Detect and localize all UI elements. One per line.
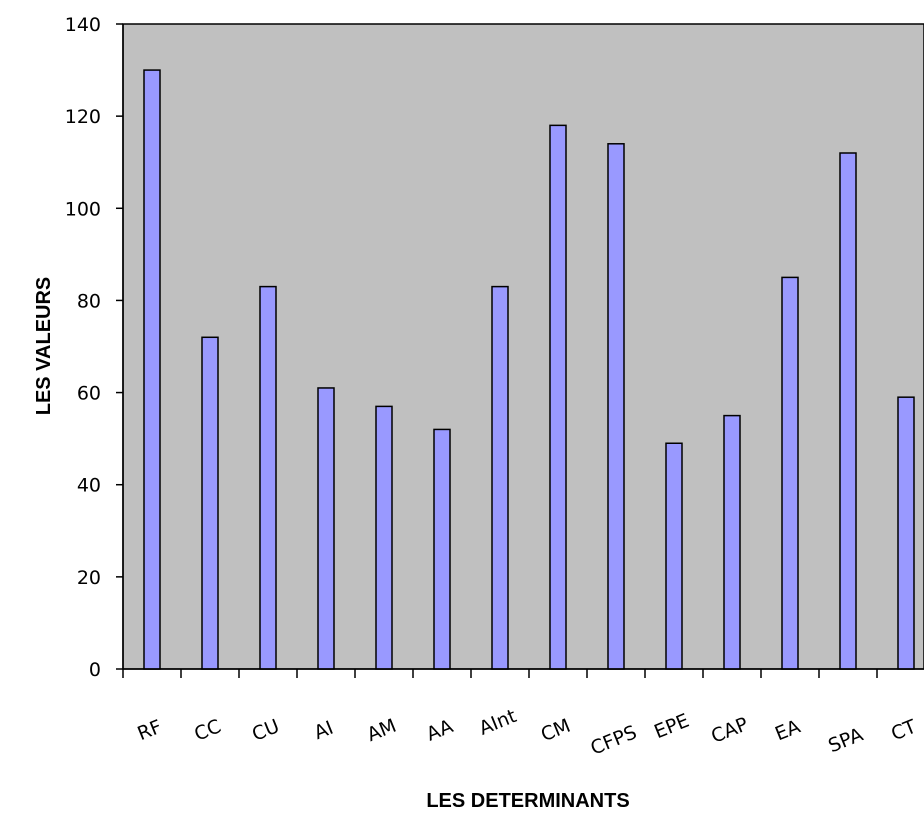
x-tick-label-ct: CT <box>888 715 920 745</box>
x-tick-label-aa: AA <box>423 715 456 745</box>
bar-rf <box>143 69 161 670</box>
bar-ai <box>317 387 335 670</box>
x-tick-label-epe: EPE <box>651 710 692 744</box>
x-tick-label-ea: EA <box>772 716 803 746</box>
x-tick-label-cap: CAP <box>708 713 751 748</box>
y-tick-label: 80 <box>77 290 101 312</box>
x-tick-label-cfps: CFPS <box>588 721 640 759</box>
x-tick-label-spa: SPA <box>825 724 866 758</box>
x-tick-label-rf: RF <box>134 716 165 745</box>
bar-cm <box>549 124 567 670</box>
y-tick-label: 0 <box>89 659 101 681</box>
plot-area <box>122 23 924 670</box>
x-tick-label-aint: AInt <box>476 705 520 740</box>
bar-aint <box>491 285 509 670</box>
bar-ea <box>781 276 799 670</box>
x-tick-label-ai: AI <box>311 717 336 744</box>
bar-epe <box>665 442 683 670</box>
bar-am <box>375 405 393 670</box>
bar-cfps <box>607 143 625 670</box>
y-tick-labels: 0 20 40 60 80 100 120 140 <box>65 14 101 681</box>
x-tick-label-cc: CC <box>191 715 224 745</box>
x-tick-labels: RF CC CU AI AM AA AInt CM CFPS EPE CAP EA SPA CT <box>134 705 919 759</box>
y-tick-label: 100 <box>65 198 101 220</box>
x-tick-label-cm: CM <box>538 715 574 747</box>
y-tick-label: 40 <box>77 475 101 497</box>
y-tick-label: 20 <box>77 567 101 589</box>
x-axis-title: LES DETERMINANTS <box>426 790 629 812</box>
y-tick-label: 120 <box>65 106 101 128</box>
y-tick-label: 140 <box>65 14 101 36</box>
x-tick-label-am: AM <box>364 715 399 746</box>
bar-ct <box>897 396 915 670</box>
bar-cap <box>723 414 741 670</box>
bar-aa <box>433 428 451 670</box>
y-axis-title: LES VALEURS <box>33 277 55 416</box>
y-tick-label: 60 <box>77 383 101 405</box>
x-tick-label-cu: CU <box>249 715 282 746</box>
bar-cc <box>201 336 219 670</box>
bar-spa <box>839 152 857 670</box>
bar-cu <box>259 285 277 670</box>
axes-group <box>116 23 924 678</box>
